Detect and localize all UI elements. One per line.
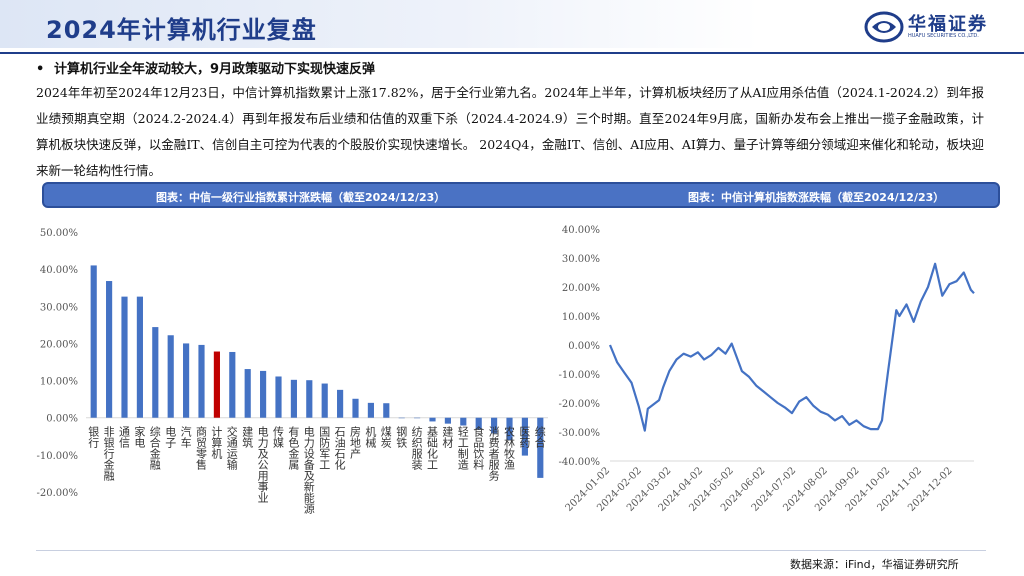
line-y-tick-label: -20.00% [558, 399, 600, 410]
bar-机械 [367, 402, 374, 418]
bar-category-label: 有色金属 [288, 425, 299, 472]
bar-category-label: 国防军工 [319, 426, 330, 472]
bar-电力及公用事业 [260, 370, 267, 418]
bar-category-label: 煤炭 [381, 426, 392, 450]
bar-category-label: 家电 [134, 425, 145, 450]
bar-国防军工 [321, 383, 328, 418]
bar-石油石化 [337, 389, 344, 418]
bar-银行 [90, 265, 97, 418]
line-y-tick-label: 10.00% [562, 312, 600, 323]
bar-category-label: 建材 [442, 425, 453, 450]
bar-category-label: 通信 [119, 426, 130, 450]
right-chart-caption: 图表：中信计算机指数涨跌幅（截至2024/12/23） [688, 191, 945, 204]
bar-category-label: 轻工制造 [458, 425, 469, 472]
bar-房地产 [352, 398, 359, 418]
bar-category-label: 银行 [88, 425, 99, 450]
line-y-tick-label: 20.00% [562, 283, 600, 294]
bar-category-label: 食品饮料 [473, 425, 484, 472]
bar-电力设备及新能源 [306, 380, 313, 418]
page-title: 2024年计算机行业复盘 [46, 16, 317, 44]
logo-text-en: HUAFU SECURITIES CO.,LTD. [908, 33, 979, 39]
bar-y-tick-label: 30.00% [40, 302, 78, 313]
bar-非银行金融 [106, 281, 113, 418]
bar-y-tick-label: 20.00% [40, 339, 78, 350]
bar-建筑 [244, 369, 251, 418]
line-y-tick-label: -10.00% [558, 370, 600, 381]
bar-category-label: 汽车 [181, 425, 192, 450]
bar-传媒 [275, 376, 282, 418]
bar-交通运输 [229, 351, 236, 418]
bullet-icon: • [36, 62, 45, 77]
title-bar: 2024年计算机行业复盘 华福证券 HUAFU SECURITIES CO.,L… [0, 0, 1024, 56]
bar-category-label: 房地产 [350, 426, 361, 461]
bar-基础化工 [429, 417, 436, 422]
bar-category-label: 传媒 [273, 426, 284, 450]
bar-category-label: 农林牧渔 [504, 425, 515, 472]
bar-category-label: 基础化工 [427, 426, 438, 472]
bar-y-tick-label: -10.00% [36, 451, 78, 462]
headline-text: 计算机行业全年波动较大，9月政策驱动下实现快速反弹 [54, 62, 376, 77]
bar-y-tick-label: 10.00% [40, 377, 78, 388]
bar-category-label: 电力设备及新能源 [304, 426, 315, 516]
bar-y-tick-label: 40.00% [40, 265, 78, 276]
caption-bar: 图表：中信一级行业指数累计涨跌幅（截至2024/12/23） 图表：中信计算机指… [42, 182, 1000, 208]
bar-汽车 [183, 343, 190, 418]
bar-y-tick-label: 0.00% [46, 414, 78, 425]
bar-category-label: 石油石化 [335, 426, 346, 472]
bar-煤炭 [383, 403, 390, 418]
bar-建材 [444, 417, 451, 424]
computer-index-series-line [608, 262, 975, 432]
bar-农林牧渔 [506, 417, 513, 441]
logo-text-cn: 华福证券 [908, 14, 988, 35]
line-y-tick-label: 30.00% [562, 254, 600, 265]
bar-category-label: 电力及公用事业 [258, 426, 269, 505]
bar-纺织服装 [414, 417, 421, 419]
summary-paragraph: 2024年年初至2024年12月23日，中信计算机指数累计上涨17.82%，居于… [36, 85, 984, 178]
bar-综合 [537, 417, 544, 478]
line-y-tick-label: 0.00% [568, 341, 600, 352]
line-y-tick-label: -40.00% [558, 457, 600, 468]
bar-电子 [167, 335, 174, 418]
bar-y-tick-label: 50.00% [40, 228, 78, 239]
company-logo: 华福证券 HUAFU SECURITIES CO.,LTD. [864, 10, 994, 46]
bar-category-label: 建筑 [242, 425, 253, 450]
line-y-tick-label: 40.00% [562, 225, 600, 236]
bar-category-label: 消费者服务 [489, 425, 500, 483]
bar-category-label: 钢铁 [396, 426, 407, 450]
bar-category-label: 纺织服装 [412, 425, 423, 472]
line-y-tick-label: -30.00% [558, 428, 600, 439]
bar-通信 [121, 296, 128, 418]
bar-category-label: 综合金融 [150, 425, 161, 472]
bar-医药 [521, 417, 528, 456]
data-source: 数据来源：iFind，华福证券研究所 [790, 558, 959, 571]
bar-钢铁 [398, 417, 405, 419]
bar-category-label: 计算机 [211, 426, 222, 461]
bar-category-label: 商贸零售 [196, 425, 207, 472]
title-band [0, 0, 760, 48]
bar-家电 [136, 296, 143, 418]
left-chart-caption: 图表：中信一级行业指数累计涨跌幅（截至2024/12/23） [156, 191, 446, 204]
bar-有色金属 [290, 379, 297, 418]
bar-商贸零售 [198, 344, 205, 418]
bar-计算机 [213, 351, 220, 418]
title-divider [0, 52, 1024, 54]
bar-y-tick-label: -20.00% [36, 488, 78, 499]
footer-divider [36, 550, 986, 551]
bar-消费者服务 [491, 417, 498, 434]
bar-category-label: 交通运输 [227, 425, 238, 472]
bar-综合金融 [152, 327, 159, 418]
bar-category-label: 电子 [165, 426, 176, 450]
bar-轻工制造 [460, 417, 467, 426]
bar-category-label: 综合 [535, 425, 546, 450]
logo-mark-icon [864, 11, 904, 43]
bar-食品饮料 [475, 417, 482, 430]
headline: • 计算机行业全年波动较大，9月政策驱动下实现快速反弹 [36, 58, 375, 77]
bar-category-label: 医药 [519, 426, 530, 450]
bar-category-label: 非银行金融 [104, 426, 115, 483]
bar-category-label: 机械 [365, 425, 376, 450]
